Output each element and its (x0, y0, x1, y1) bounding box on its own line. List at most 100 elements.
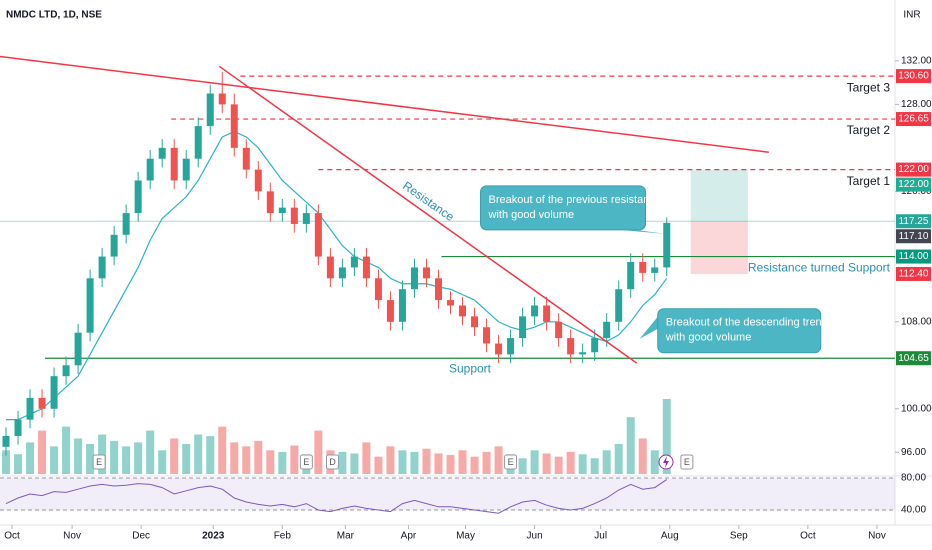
volume-bar (482, 451, 491, 474)
candle-body (555, 321, 563, 339)
candle-body (603, 321, 611, 339)
price-label-box (896, 214, 931, 229)
volume-bar (122, 446, 131, 474)
candle-body (38, 397, 46, 409)
volume-bar (218, 426, 227, 474)
volume-bar (638, 438, 647, 474)
x-tick-label: Dec (132, 531, 150, 542)
candle-body (110, 234, 118, 257)
candle-body (507, 338, 515, 355)
price-label-box (896, 229, 931, 244)
candle-body (218, 93, 226, 105)
candle-body (386, 300, 394, 322)
candle-body (338, 267, 346, 279)
volume-bar (314, 430, 323, 474)
target-label: Target 2 (847, 123, 891, 137)
volume-bar (614, 444, 623, 474)
x-tick-label: Sep (730, 531, 748, 542)
candle-body (14, 419, 22, 436)
candle-body (567, 338, 575, 355)
event-marker (325, 454, 339, 470)
candle-body (98, 256, 106, 279)
candle-body (591, 338, 599, 353)
candle-body (434, 278, 442, 301)
profit-zone (690, 169, 748, 222)
price-label-box (896, 266, 931, 281)
loss-zone (690, 221, 748, 274)
price-label: 112.40 (899, 269, 929, 280)
candle-body (230, 104, 238, 148)
candle-body (158, 147, 166, 159)
candle-body (62, 365, 70, 377)
volume-bar (458, 450, 467, 474)
price-label-box (896, 69, 931, 84)
candle-body (471, 316, 479, 328)
price-label: 122.00 (898, 179, 929, 190)
event-label: E (303, 457, 309, 467)
candle-body (651, 267, 659, 273)
volume-bar (362, 442, 371, 474)
volume-bar (578, 454, 587, 474)
rsi-tick-label: 40.00 (901, 505, 926, 516)
rsi-line (5, 479, 668, 514)
rsi-band (0, 478, 895, 510)
volume-bar (38, 430, 47, 474)
callout-text: with good volume (488, 209, 575, 221)
price-label: 117.10 (899, 231, 929, 242)
x-tick-label: Mar (337, 531, 355, 542)
x-tick-label: May (456, 531, 475, 542)
event-marker (680, 454, 694, 470)
candle-body (447, 300, 455, 306)
candle-body (350, 256, 358, 268)
volume-bar (134, 442, 143, 474)
price-label-box (896, 177, 931, 192)
x-tick-label: Aug (661, 531, 679, 542)
candle-body (543, 305, 551, 322)
candle-body (278, 207, 286, 214)
candle-body (483, 327, 491, 344)
callout-text: Breakout of the descending trendline (666, 317, 845, 329)
volume-bar (14, 454, 23, 474)
price-label: 104.65 (898, 353, 929, 364)
moving-average (6, 130, 668, 421)
callout-box (480, 185, 647, 231)
rts-label: Resistance turned Support (748, 261, 891, 275)
volume-bar (290, 445, 299, 474)
event-label: E (508, 457, 514, 467)
callout-box (657, 308, 822, 354)
support-label: Support (449, 361, 492, 375)
candle-body (422, 267, 430, 279)
volume-bar (590, 458, 599, 474)
event-label: D (329, 457, 336, 467)
x-tick-label: Feb (274, 531, 292, 542)
y-tick-label: 96.00 (901, 447, 926, 458)
volume-bar (434, 453, 443, 474)
volume-bar (566, 451, 575, 474)
price-label: 117.25 (899, 216, 929, 227)
candle-body (2, 435, 10, 447)
y-tick-label: 132.00 (901, 56, 932, 67)
volume-bar (422, 448, 431, 474)
volume-bar (86, 444, 95, 474)
callout-text: Breakout of the previous resistance (489, 194, 661, 206)
candle-body (170, 147, 178, 181)
candle-body (410, 267, 418, 290)
candle-body (254, 169, 262, 192)
candle-body (26, 397, 34, 420)
alert-icon (658, 454, 674, 470)
volume-bar (602, 450, 611, 474)
candle-body (362, 256, 370, 279)
volume-bar (170, 438, 179, 474)
y-tick-label: 108.00 (901, 316, 932, 327)
volume-bar (530, 450, 539, 474)
volume-bar (98, 434, 107, 474)
candle-body (74, 332, 82, 366)
candle-body (627, 262, 635, 290)
target-label: Target 3 (847, 80, 891, 94)
volume-bar (542, 453, 551, 474)
volume-bar (206, 436, 215, 474)
candle-body (314, 213, 322, 257)
candle-body (50, 376, 58, 409)
volume-bar (470, 456, 479, 474)
event-marker (92, 454, 106, 470)
